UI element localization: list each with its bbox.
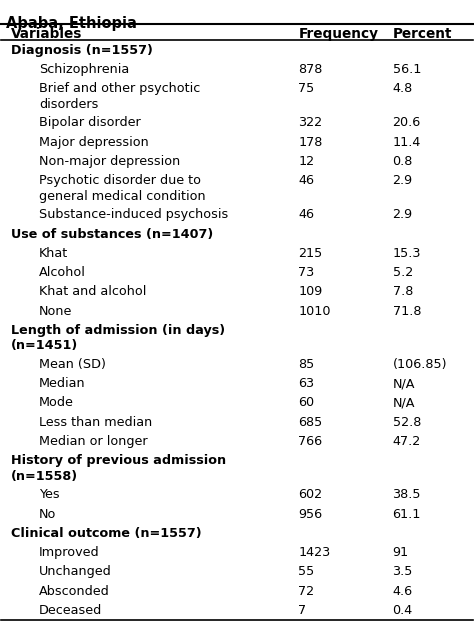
Text: 685: 685 [298,416,322,429]
Text: 7.8: 7.8 [392,285,413,298]
Text: Diagnosis (n=1557): Diagnosis (n=1557) [11,44,153,57]
Text: 4.6: 4.6 [392,585,413,598]
Text: Mode: Mode [39,396,74,409]
Text: Non-major depression: Non-major depression [39,155,180,168]
Text: Schizophrenia: Schizophrenia [39,63,129,76]
Text: Variables: Variables [11,27,82,41]
Text: (106.85): (106.85) [392,358,447,371]
Text: 60: 60 [298,396,314,409]
Text: Length of admission (in days)
(n=1451): Length of admission (in days) (n=1451) [11,324,225,353]
Text: Unchanged: Unchanged [39,565,112,578]
Text: 3.5: 3.5 [392,565,413,578]
Text: 15.3: 15.3 [392,246,421,260]
Text: Khat and alcohol: Khat and alcohol [39,285,146,298]
Text: Frequency: Frequency [298,27,378,41]
Text: 7: 7 [298,604,306,617]
Text: 52.8: 52.8 [392,416,421,429]
Text: 46: 46 [298,208,314,222]
Text: 602: 602 [298,489,322,502]
Text: Improved: Improved [39,546,100,559]
Text: 73: 73 [298,266,315,279]
Text: None: None [39,305,73,318]
Text: 63: 63 [298,378,314,390]
Text: History of previous admission
(n=1558): History of previous admission (n=1558) [11,454,226,483]
Text: 766: 766 [298,435,322,448]
Text: 2.9: 2.9 [392,174,413,187]
Text: 1423: 1423 [298,546,330,559]
Text: 322: 322 [298,116,322,129]
Text: Median: Median [39,378,86,390]
Text: 72: 72 [298,585,314,598]
Text: 61.1: 61.1 [392,508,421,520]
Text: No: No [39,508,56,520]
Text: 215: 215 [298,246,322,260]
Text: Mean (SD): Mean (SD) [39,358,106,371]
Text: 956: 956 [298,508,322,520]
Text: Absconded: Absconded [39,585,110,598]
Text: Clinical outcome (n=1557): Clinical outcome (n=1557) [11,527,201,540]
Text: 38.5: 38.5 [392,489,421,502]
Text: 85: 85 [298,358,315,371]
Text: Substance-induced psychosis: Substance-induced psychosis [39,208,228,222]
Text: 56.1: 56.1 [392,63,421,76]
Text: 20.6: 20.6 [392,116,421,129]
Text: 878: 878 [298,63,323,76]
Text: 11.4: 11.4 [392,135,421,149]
Text: Alcohol: Alcohol [39,266,86,279]
Text: 71.8: 71.8 [392,305,421,318]
Text: 4.8: 4.8 [392,82,413,95]
Text: 109: 109 [298,285,322,298]
Text: N/A: N/A [392,378,415,390]
Text: N/A: N/A [392,396,415,409]
Text: Ababa, Ethiopia: Ababa, Ethiopia [6,16,137,31]
Text: 91: 91 [392,546,409,559]
Text: Psychotic disorder due to
general medical condition: Psychotic disorder due to general medica… [39,174,206,203]
Text: Major depression: Major depression [39,135,149,149]
Text: Bipolar disorder: Bipolar disorder [39,116,141,129]
Text: Less than median: Less than median [39,416,152,429]
Text: 55: 55 [298,565,315,578]
Text: 75: 75 [298,82,315,95]
Text: Khat: Khat [39,246,68,260]
Text: Yes: Yes [39,489,60,502]
Text: Use of substances (n=1407): Use of substances (n=1407) [11,228,213,240]
Text: 46: 46 [298,174,314,187]
Text: Deceased: Deceased [39,604,102,617]
Text: Percent: Percent [392,27,452,41]
Text: 1010: 1010 [298,305,331,318]
Text: 0.4: 0.4 [392,604,413,617]
Text: 2.9: 2.9 [392,208,413,222]
Text: 0.8: 0.8 [392,155,413,168]
Text: Brief and other psychotic
disorders: Brief and other psychotic disorders [39,82,201,110]
Text: 47.2: 47.2 [392,435,421,448]
Text: 178: 178 [298,135,323,149]
Text: Median or longer: Median or longer [39,435,148,448]
Text: 5.2: 5.2 [392,266,413,279]
Text: 12: 12 [298,155,314,168]
